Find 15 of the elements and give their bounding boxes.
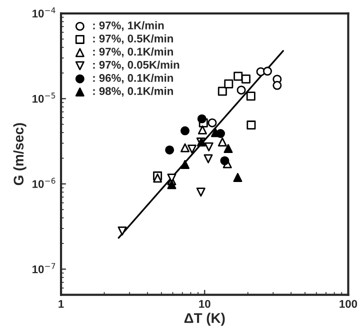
legend-label: : 97%, 1K/min	[93, 21, 164, 31]
x-tick-label: 100	[340, 300, 358, 308]
x-tick-label: 1	[58, 300, 64, 308]
legend-label: : 98%, 0.1K/min	[93, 86, 173, 97]
legend-label: : 96%, 0.1K/min	[93, 74, 173, 84]
y-axis-title: G (m/sec)	[13, 123, 26, 186]
x-tick-label: 10	[199, 300, 210, 308]
y-tick-label: 10$^{−6}$	[32, 178, 56, 188]
x-axis-title: ΔT (K)	[184, 312, 225, 326]
y-tick-label: 10$^{−7}$	[32, 263, 56, 274]
legend-label: : 97%, 0.05K/min	[93, 60, 180, 70]
legend-label: : 97%, 0.5K/min	[93, 34, 173, 44]
y-tick-label: 10$^{−4}$	[32, 7, 56, 18]
y-tick-label: 10$^{−5}$	[32, 92, 56, 103]
legend-label: : 97%, 0.1K/min	[93, 47, 173, 58]
